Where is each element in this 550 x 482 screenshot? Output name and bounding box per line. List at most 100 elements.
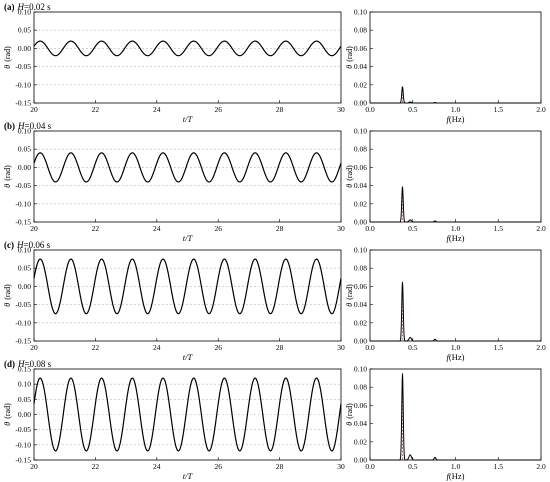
x-tick-label: 2.0 — [536, 224, 546, 233]
x-axis-unit: (Hz) — [449, 471, 465, 481]
x-axis-symbol: f — [447, 352, 451, 362]
panel-tag: (c) — [4, 240, 14, 250]
y-axis-symbol: θ — [3, 65, 12, 69]
theta-series-line — [33, 40, 342, 57]
y-tick-label: 0.00 — [18, 44, 31, 53]
panel-value: =0.06 s — [24, 240, 51, 250]
x-axis-unit: (Hz) — [449, 233, 465, 243]
x-tick-label: 2.0 — [536, 105, 546, 114]
spectrum-axes-frame — [369, 11, 542, 104]
y-tick-label: -0.10 — [15, 199, 31, 208]
x-axis-symbol: f — [447, 471, 451, 481]
y-tick-label: 0.02 — [354, 318, 367, 327]
y-axis-symbol: θ — [3, 422, 12, 426]
x-axis-unit: (Hz) — [449, 352, 465, 362]
x-axis-label: f(Hz) — [447, 233, 465, 243]
y-tick-label: 0.04 — [354, 419, 367, 428]
panel-tag: (a) — [4, 2, 15, 12]
y-axis-label: θ (rad) — [345, 165, 354, 188]
x-tick-label: 0.5 — [408, 224, 418, 233]
x-tick-label: 2.0 — [536, 462, 546, 471]
y-axis-unit: (rad) — [3, 403, 12, 419]
x-axis-label: f(Hz) — [447, 471, 465, 481]
y-tick-label: 0.10 — [354, 365, 367, 374]
x-tick-label: 0.0 — [365, 224, 375, 233]
x-tick-label: 1.5 — [494, 224, 504, 233]
y-tick-label: 0.08 — [354, 145, 367, 154]
y-tick-label: 0.15 — [18, 365, 31, 374]
panel-label: (c) H=0.06 s — [4, 240, 51, 250]
y-tick-label: 0.04 — [354, 62, 367, 71]
y-tick-label: -0.15 — [15, 456, 31, 465]
y-tick-label: 0.00 — [354, 456, 367, 465]
y-tick-label: 0.02 — [354, 80, 367, 89]
y-tick-label: 0.02 — [354, 199, 367, 208]
y-tick-label: 0.10 — [18, 8, 31, 17]
x-tick-label: 28 — [276, 343, 284, 352]
y-tick-label: 0.06 — [354, 44, 367, 53]
spectrum-line — [370, 281, 541, 342]
y-tick-label: 0.08 — [354, 383, 367, 392]
y-axis-symbol: θ — [3, 184, 12, 188]
x-axis-symbol: f — [447, 233, 451, 243]
y-tick-label: 0.10 — [18, 127, 31, 136]
y-axis-label: θ (rad) — [3, 165, 12, 188]
y-axis-label: θ (rad) — [3, 284, 12, 307]
x-tick-label: 0.5 — [408, 105, 418, 114]
y-axis-symbol: θ — [345, 65, 354, 69]
x-axis-label: t/T — [183, 471, 194, 481]
x-axis-label: t/T — [183, 352, 194, 362]
x-axis-label: f(Hz) — [447, 114, 465, 124]
y-axis-label: θ (rad) — [3, 46, 12, 69]
x-tick-label: 0.5 — [408, 343, 418, 352]
panel-value: =0.08 s — [25, 359, 52, 369]
y-tick-label: 0.05 — [18, 264, 31, 273]
x-tick-label: 1.0 — [451, 343, 461, 352]
y-tick-label: 0.00 — [18, 410, 31, 419]
x-tick-label: 0.0 — [365, 105, 375, 114]
x-tick-label: 28 — [276, 105, 284, 114]
x-tick-label: 1.0 — [451, 224, 461, 233]
y-axis-symbol: θ — [345, 422, 354, 426]
y-axis-unit: (rad) — [3, 46, 12, 62]
x-tick-label: 0.5 — [408, 462, 418, 471]
y-tick-label: 0.00 — [354, 218, 367, 227]
y-axis-unit: (rad) — [3, 165, 12, 181]
panel-value: =0.04 s — [25, 121, 52, 131]
y-tick-label: -0.15 — [15, 218, 31, 227]
x-axis-symbol: f — [447, 114, 451, 124]
y-tick-label: 0.04 — [354, 181, 367, 190]
y-tick-label: 0.05 — [18, 145, 31, 154]
x-axis-unit: (Hz) — [449, 114, 465, 124]
panel-H: H — [17, 359, 25, 369]
x-tick-label: 20 — [30, 105, 38, 114]
y-tick-label: 0.10 — [354, 127, 367, 136]
spectrum-axes-frame — [369, 249, 542, 342]
x-tick-label: 1.5 — [494, 105, 504, 114]
y-axis-label: θ (rad) — [3, 403, 12, 426]
x-tick-label: 24 — [153, 462, 161, 471]
y-tick-label: 0.00 — [18, 282, 31, 291]
y-tick-label: -0.10 — [15, 440, 31, 449]
y-axis-label: θ (rad) — [345, 284, 354, 307]
y-tick-label: 0.06 — [354, 282, 367, 291]
panel-H: H — [17, 121, 25, 131]
y-tick-label: 0.10 — [18, 380, 31, 389]
y-tick-label: 0.08 — [354, 264, 367, 273]
y-tick-label: -0.05 — [15, 425, 31, 434]
x-tick-label: 22 — [92, 224, 100, 233]
spectrum-line — [370, 186, 541, 223]
panel-label: (b) H=0.04 s — [4, 121, 52, 131]
y-tick-label: 0.05 — [18, 26, 31, 35]
y-axis-unit: (rad) — [345, 403, 354, 419]
y-tick-label: 0.10 — [18, 246, 31, 255]
y-tick-label: -0.15 — [15, 337, 31, 346]
x-tick-label: 28 — [276, 462, 284, 471]
x-tick-label: 24 — [153, 224, 161, 233]
time-axes-frame — [33, 11, 342, 104]
panel-H: H — [17, 2, 25, 12]
x-axis-label: t/T — [183, 114, 194, 124]
x-tick-label: 30 — [337, 462, 345, 471]
y-tick-label: 0.04 — [354, 300, 367, 309]
x-tick-label: 26 — [214, 343, 222, 352]
